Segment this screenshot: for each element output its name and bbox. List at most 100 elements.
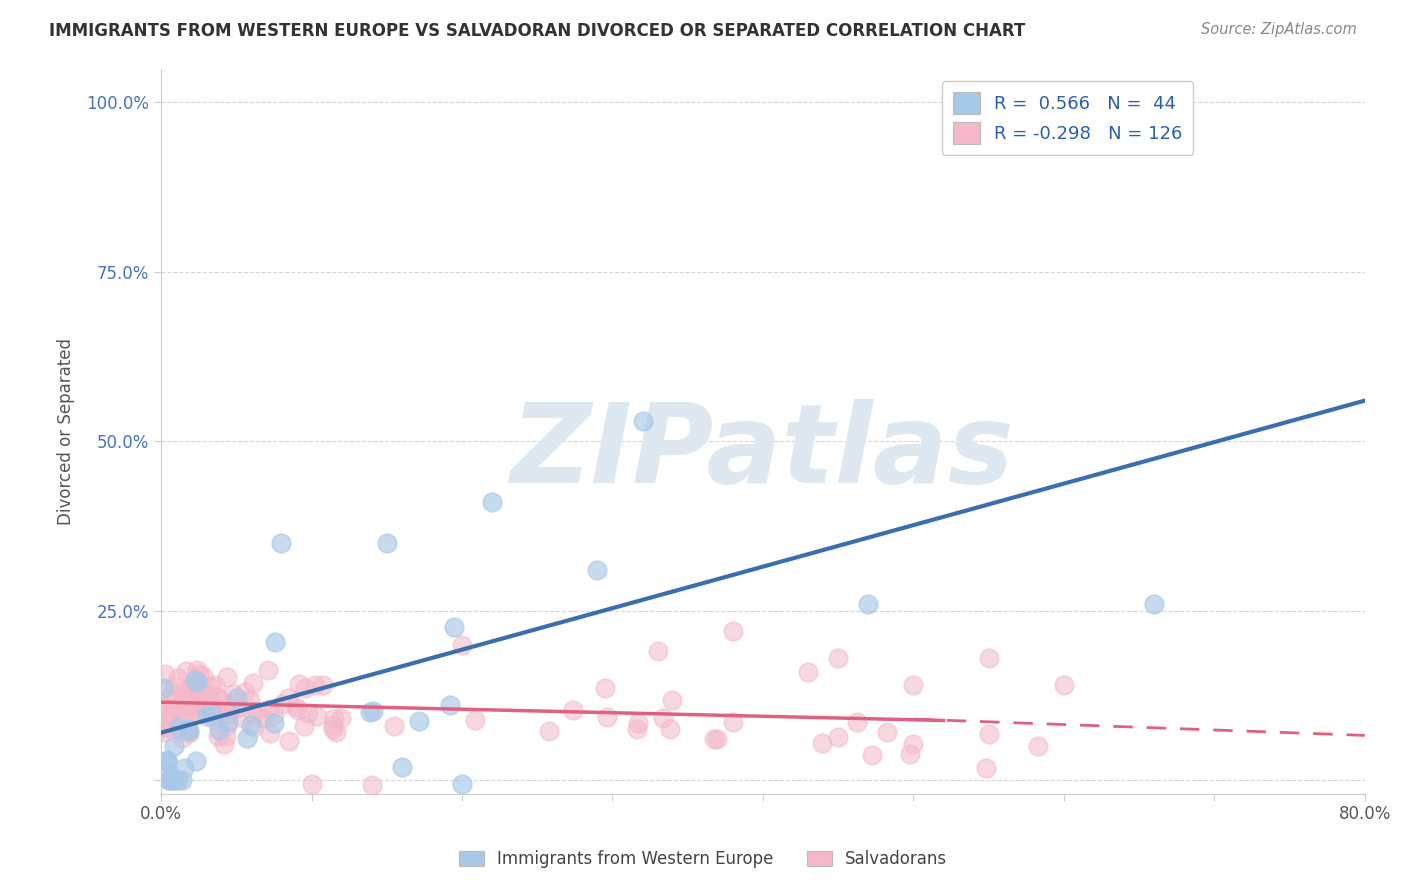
Point — [242, 675, 264, 690]
Point — [287, 703, 309, 717]
Point — [561, 703, 583, 717]
Point — [181, 697, 204, 711]
Point — [201, 708, 224, 723]
Point — [240, 718, 263, 732]
Point — [252, 711, 274, 725]
Point — [270, 536, 292, 550]
Point — [1026, 739, 1049, 754]
Point — [167, 773, 190, 788]
Point — [179, 704, 201, 718]
Point — [212, 737, 235, 751]
Point — [977, 651, 1000, 665]
Point — [204, 713, 226, 727]
Point — [263, 707, 285, 722]
Point — [150, 721, 173, 735]
Point — [217, 719, 239, 733]
Point — [304, 678, 326, 692]
Point — [322, 723, 344, 737]
Point — [593, 681, 616, 695]
Point — [165, 701, 187, 715]
Point — [174, 664, 197, 678]
Point — [626, 715, 648, 730]
Point — [187, 702, 209, 716]
Point — [200, 680, 222, 694]
Point — [184, 754, 207, 768]
Point — [174, 692, 197, 706]
Text: ZIPatlas: ZIPatlas — [510, 400, 1015, 507]
Point — [382, 719, 405, 733]
Point — [903, 737, 925, 751]
Point — [176, 696, 198, 710]
Point — [860, 747, 883, 762]
Point — [167, 720, 190, 734]
Point — [170, 699, 193, 714]
Point — [243, 720, 266, 734]
Point — [312, 678, 335, 692]
Point — [721, 624, 744, 638]
Point — [155, 720, 177, 734]
Point — [207, 729, 229, 743]
Text: IMMIGRANTS FROM WESTERN EUROPE VS SALVADORAN DIVORCED OR SEPARATED CORRELATION C: IMMIGRANTS FROM WESTERN EUROPE VS SALVAD… — [49, 22, 1025, 40]
Legend: Immigrants from Western Europe, Salvadorans: Immigrants from Western Europe, Salvador… — [453, 844, 953, 875]
Point — [647, 644, 669, 658]
Point — [322, 718, 344, 732]
Point — [810, 736, 832, 750]
Point — [183, 692, 205, 706]
Point — [245, 704, 267, 718]
Point — [305, 708, 328, 723]
Point — [233, 684, 256, 698]
Point — [156, 754, 179, 768]
Point — [156, 720, 179, 734]
Point — [1083, 95, 1105, 110]
Point — [177, 682, 200, 697]
Point — [408, 714, 430, 729]
Point — [162, 702, 184, 716]
Point — [242, 705, 264, 719]
Point — [177, 694, 200, 708]
Point — [263, 635, 285, 649]
Point — [187, 691, 209, 706]
Point — [464, 713, 486, 727]
Point — [153, 666, 176, 681]
Point — [827, 730, 849, 744]
Point — [177, 724, 200, 739]
Point — [173, 761, 195, 775]
Point — [188, 667, 211, 681]
Point — [191, 669, 214, 683]
Point — [845, 714, 868, 729]
Point — [165, 679, 187, 693]
Text: Source: ZipAtlas.com: Source: ZipAtlas.com — [1201, 22, 1357, 37]
Point — [586, 563, 609, 577]
Point — [232, 711, 254, 725]
Point — [360, 778, 382, 792]
Point — [225, 690, 247, 705]
Point — [217, 714, 239, 729]
Point — [174, 690, 197, 704]
Point — [157, 773, 180, 788]
Y-axis label: Divorced or Separated: Divorced or Separated — [58, 337, 75, 524]
Point — [703, 731, 725, 746]
Point — [208, 691, 231, 706]
Point — [222, 687, 245, 701]
Point — [827, 651, 849, 665]
Point — [197, 709, 219, 723]
Point — [208, 723, 231, 738]
Point — [156, 753, 179, 767]
Point — [595, 710, 617, 724]
Point — [159, 773, 181, 788]
Point — [1053, 678, 1076, 692]
Point — [153, 725, 176, 739]
Point — [239, 693, 262, 707]
Point — [177, 722, 200, 736]
Point — [217, 697, 239, 711]
Point — [165, 700, 187, 714]
Point — [172, 688, 194, 702]
Point — [301, 776, 323, 790]
Point — [297, 706, 319, 721]
Point — [160, 708, 183, 723]
Point — [181, 687, 204, 701]
Point — [330, 711, 353, 725]
Point — [200, 704, 222, 718]
Point — [218, 706, 240, 721]
Point — [224, 702, 246, 716]
